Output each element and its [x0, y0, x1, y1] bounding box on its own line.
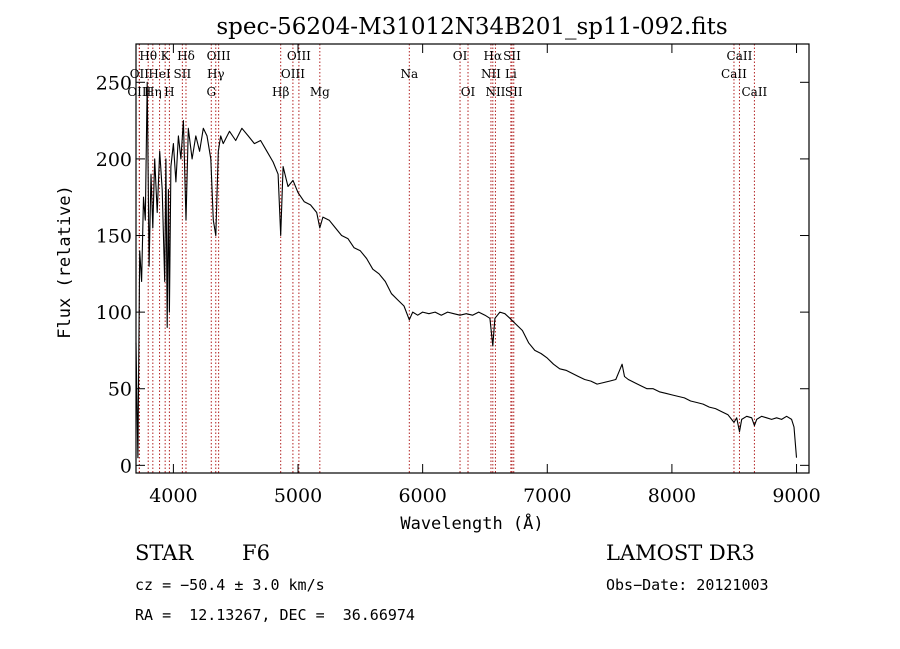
obs-date: Obs−Date: 20121003	[606, 576, 769, 594]
line-label-2: OIII	[127, 85, 151, 99]
y-axis-label: Flux (relative)	[55, 185, 75, 339]
line-label-24: SII	[505, 85, 523, 99]
x-tick-label-0: 4000	[149, 485, 197, 507]
y-tick-label-4: 200	[96, 149, 132, 171]
x-tick-label-4: 8000	[648, 485, 696, 507]
line-label-4: K	[161, 49, 171, 63]
y-tick-label-3: 150	[96, 226, 132, 248]
y-tick-label-0: 0	[120, 455, 132, 477]
redshift-cz: cz = −50.4 ± 3.0 km/s	[135, 576, 325, 594]
x-axis-ticks: 4000 5000 6000 7000 8000 9000	[149, 44, 821, 507]
x-tick-label-2: 6000	[398, 485, 446, 507]
line-label-3: Hη	[144, 85, 162, 99]
y-axis-ticks: 0 50 100 150 200 250	[96, 72, 809, 477]
line-label-14: Hβ	[272, 85, 289, 99]
line-label-8: Hδ	[177, 49, 195, 63]
line-label-25: CaII	[727, 49, 753, 63]
line-label-26: CaII	[721, 67, 747, 81]
line-label-27: CaII	[741, 85, 767, 99]
line-label-12: OIII	[287, 49, 311, 63]
line-label-10: Hγ	[207, 67, 225, 81]
object-subclass: F6	[242, 541, 270, 565]
line-label-5: HeI	[148, 67, 171, 81]
line-label-15: Mg	[310, 85, 330, 99]
line-label-20: NII	[481, 67, 501, 81]
y-tick-label-5: 250	[96, 72, 132, 94]
line-label-1: OII	[130, 67, 150, 81]
x-axis-label: Wavelength (Å)	[400, 512, 543, 534]
y-tick-label-1: 50	[108, 379, 132, 401]
line-label-18: OI	[461, 85, 476, 99]
spectral-line-markers	[138, 44, 755, 473]
ra-dec: RA = 12.13267, DEC = 36.66974	[135, 606, 415, 624]
line-label-7: SII	[174, 67, 192, 81]
line-label-17: OI	[453, 49, 468, 63]
line-label-13: OIII	[281, 67, 305, 81]
y-tick-label-2: 100	[96, 302, 132, 324]
survey-name: LAMOST DR3	[606, 541, 755, 565]
chart-title: spec-56204-M31012N34B201_sp11-092.fits	[216, 14, 727, 40]
line-label-6: H	[164, 85, 174, 99]
line-label-23: Li	[505, 67, 517, 81]
spectrum-line	[135, 81, 798, 459]
line-label-21: NII	[485, 85, 505, 99]
x-tick-label-3: 7000	[523, 485, 571, 507]
line-label-9: OIII	[207, 49, 231, 63]
x-tick-label-5: 9000	[772, 485, 820, 507]
line-label-22: SII	[503, 49, 521, 63]
line-label-19: Hα	[484, 49, 503, 63]
plot-frame	[135, 43, 810, 474]
line-label-16: Na	[400, 67, 418, 81]
object-class: STAR	[135, 541, 194, 565]
x-tick-label-1: 5000	[274, 485, 322, 507]
line-label-0: Hθ	[139, 49, 157, 63]
line-label-11: G	[206, 85, 216, 99]
